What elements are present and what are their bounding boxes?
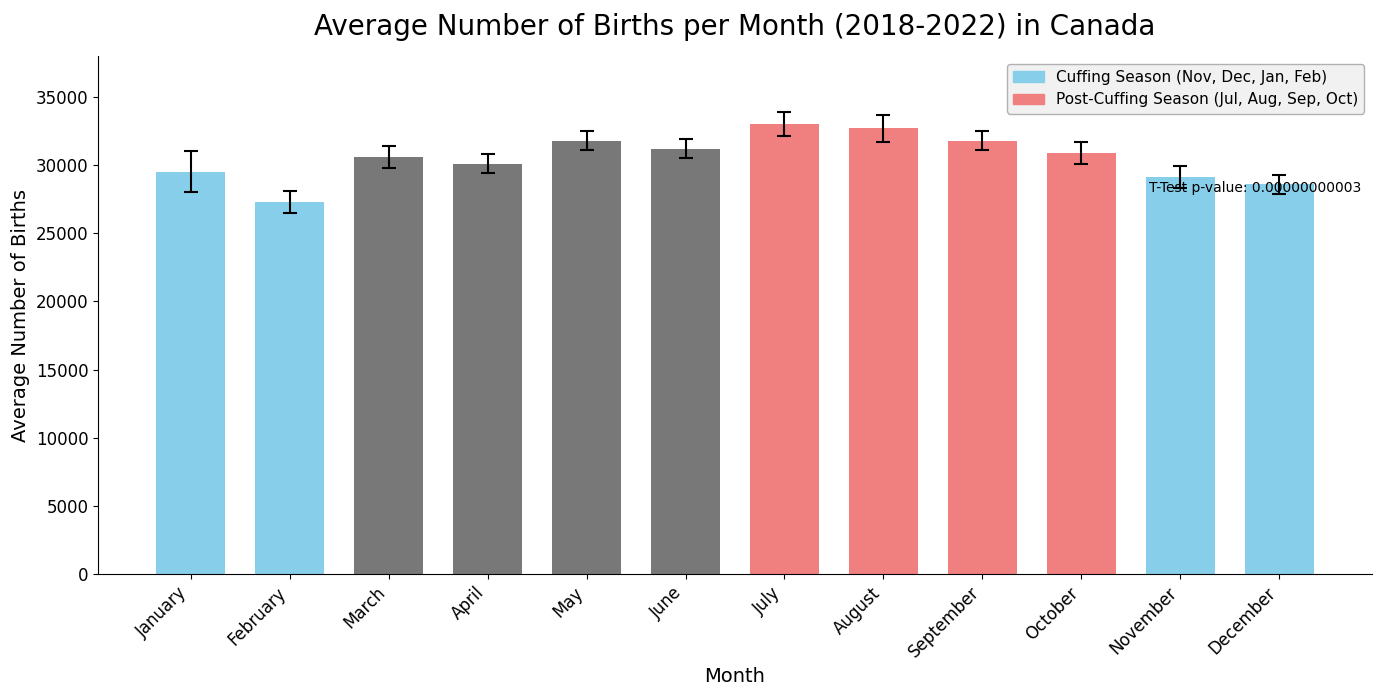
X-axis label: Month: Month bbox=[704, 667, 766, 686]
Bar bbox=[1245, 184, 1315, 574]
Bar bbox=[552, 141, 622, 574]
Bar bbox=[651, 148, 720, 574]
Bar bbox=[255, 202, 325, 574]
Bar bbox=[848, 128, 918, 574]
Bar bbox=[354, 157, 423, 574]
Bar bbox=[452, 164, 522, 574]
Title: Average Number of Births per Month (2018-2022) in Canada: Average Number of Births per Month (2018… bbox=[315, 13, 1155, 41]
Legend: Cuffing Season (Nov, Dec, Jan, Feb), Post-Cuffing Season (Jul, Aug, Sep, Oct): Cuffing Season (Nov, Dec, Jan, Feb), Pos… bbox=[1007, 64, 1365, 113]
Bar bbox=[155, 172, 225, 574]
Bar bbox=[948, 141, 1018, 574]
Bar bbox=[750, 124, 819, 574]
Bar bbox=[1047, 153, 1116, 574]
Y-axis label: Average Number of Births: Average Number of Births bbox=[11, 188, 29, 442]
Bar bbox=[1145, 177, 1215, 574]
Text: T-Test p-value: 0.00000000003: T-Test p-value: 0.00000000003 bbox=[1148, 181, 1361, 195]
